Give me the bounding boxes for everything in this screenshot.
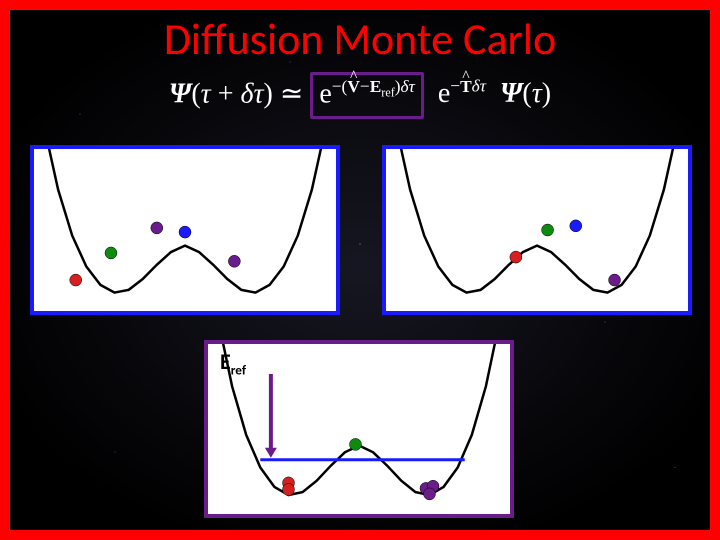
formula-psi-left: Ψ(τ + δτ) ≃	[169, 78, 310, 109]
walker-dot	[105, 247, 117, 259]
branching-factor-box: e−(V−Eref)δτ	[310, 72, 424, 119]
walker-dot	[424, 488, 436, 500]
eref-label: Eref	[220, 348, 246, 378]
walker-dot	[570, 220, 582, 232]
slide-frame: Diffusion Monte Carlo Ψ(τ + δτ) ≃ e−(V−E…	[0, 0, 720, 540]
walker-dot	[228, 255, 240, 267]
walker-dot	[609, 274, 621, 286]
panel-initial-walkers	[30, 145, 340, 315]
walker-dot	[510, 251, 522, 263]
walker-dot	[179, 226, 191, 238]
slide-title: Diffusion Monte Carlo	[10, 12, 710, 66]
walker-dot	[542, 224, 554, 236]
walker-dot	[151, 222, 163, 234]
dmc-formula: Ψ(τ + δτ) ≃ e−(V−Eref)δτ e−Tδτ Ψ(τ)	[10, 72, 710, 119]
diffusion-factor: e−Tδτ Ψ(τ)	[431, 78, 551, 109]
panel-after-diffusion	[382, 145, 692, 315]
walker-dot	[70, 274, 82, 286]
walker-dot	[283, 484, 295, 496]
panel-after-branching: Eref	[204, 340, 514, 518]
walker-dot	[349, 438, 361, 450]
